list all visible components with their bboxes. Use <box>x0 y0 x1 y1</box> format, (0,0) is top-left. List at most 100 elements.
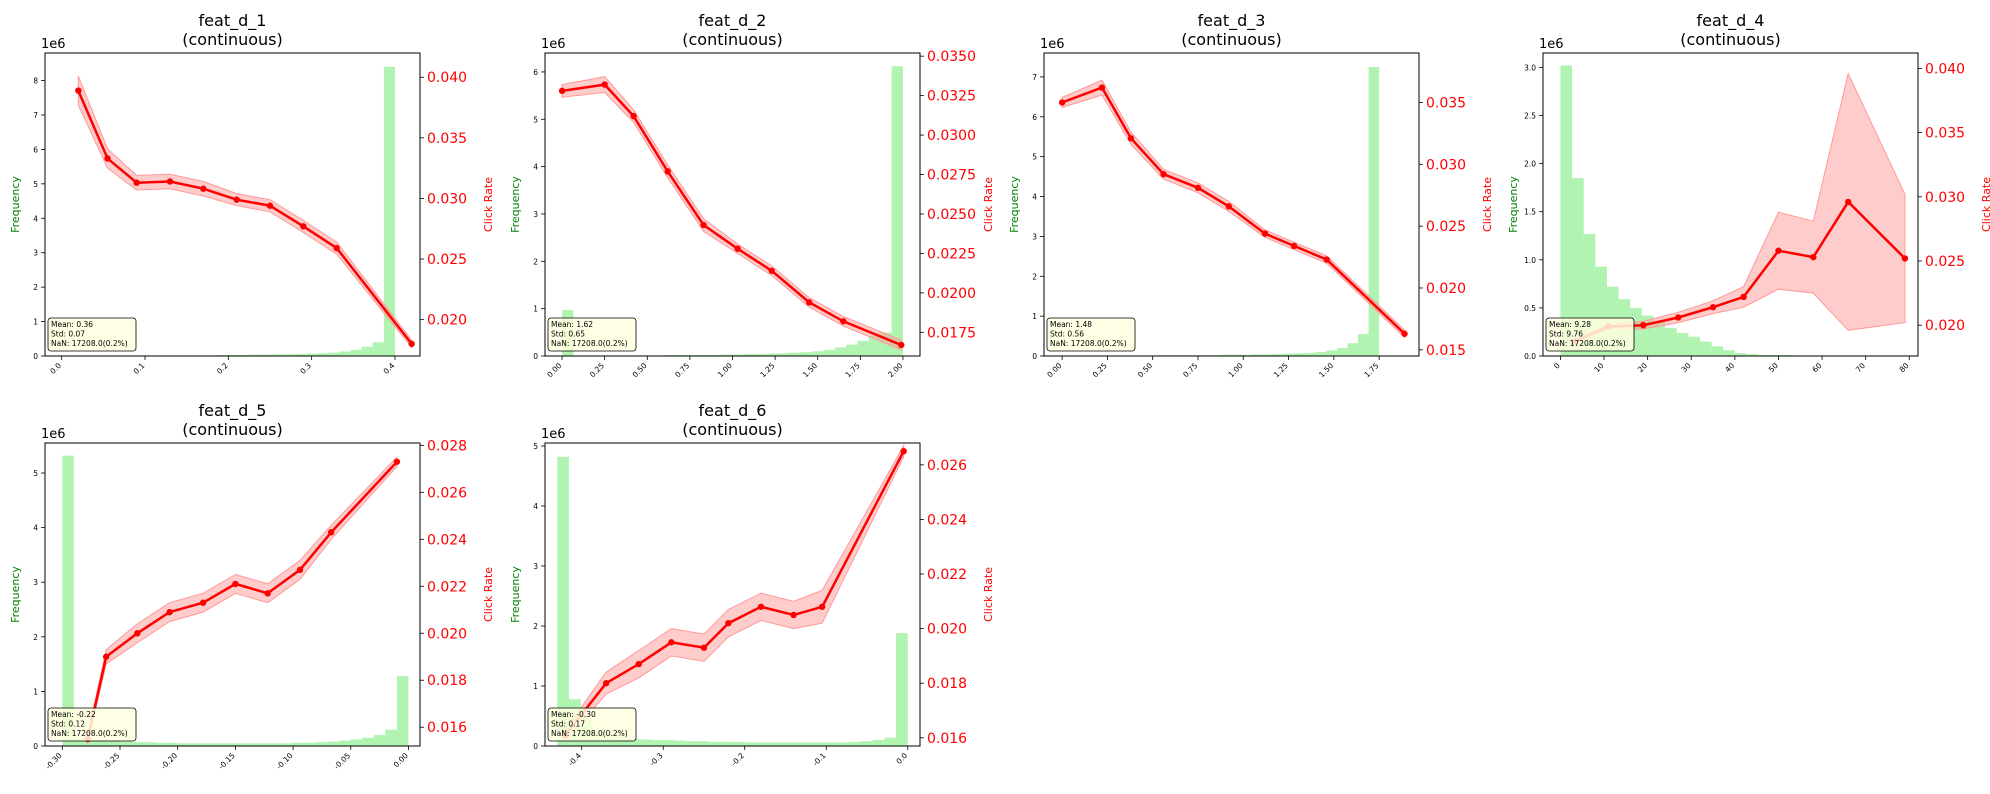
y-left-tick-label: 0 <box>1032 352 1037 361</box>
chart-subtitle: (continuous) <box>182 420 282 439</box>
click-rate-point <box>1059 99 1065 105</box>
y-right-tick-label: 0.025 <box>427 252 467 268</box>
y-left-tick-label: 5 <box>533 442 538 451</box>
click-rate-line <box>562 85 901 345</box>
histogram-bar <box>768 742 780 746</box>
histogram-bar <box>812 351 823 356</box>
stats-line: Mean: 1.48 <box>1050 320 1092 329</box>
plot-area <box>1059 67 1408 356</box>
click-rate-line <box>565 451 903 735</box>
y-left-tick-label: 1 <box>1032 312 1037 321</box>
x-tick-label: 30 <box>1680 361 1693 374</box>
y-left-tick-label: 3 <box>533 562 538 571</box>
click-rate-point <box>1845 199 1851 205</box>
plot-area <box>62 67 415 356</box>
histogram-bar <box>339 352 350 356</box>
y-right-tick-label: 0.026 <box>927 458 967 474</box>
chart-subtitle: (continuous) <box>1680 30 1780 49</box>
y-left-axis-label: Frequency <box>509 566 522 623</box>
histogram-bar <box>1688 337 1700 356</box>
click-rate-point <box>700 222 706 228</box>
y-left-tick-label: 2.5 <box>1524 112 1536 121</box>
click-rate-point <box>297 567 303 573</box>
y-left-tick-label: 3 <box>1032 232 1037 241</box>
click-rate-point <box>636 661 642 667</box>
x-tick-label: 0.75 <box>1181 361 1199 379</box>
x-tick-label: 0.0 <box>48 361 63 376</box>
y-right-tick-label: 0.018 <box>427 673 467 689</box>
stats-line: Mean: 9.28 <box>1549 320 1591 329</box>
x-tick-label: 1.00 <box>1227 361 1245 379</box>
x-tick-label: 1.50 <box>801 361 819 379</box>
y-left-tick-label: 2 <box>533 257 538 266</box>
click-rate-point <box>232 581 238 587</box>
click-rate-point <box>267 203 273 209</box>
click-rate-point <box>200 186 206 192</box>
stats-line: Std: 0.65 <box>551 330 585 339</box>
click-rate-point <box>601 81 607 87</box>
chart-subtitle: (continuous) <box>182 30 282 49</box>
histogram-bar <box>686 741 698 746</box>
click-rate-point <box>1262 230 1268 236</box>
y-right-tick-label: 0.016 <box>427 720 467 736</box>
y-left-tick-label: 1 <box>33 318 38 327</box>
histogram-bar <box>849 742 861 746</box>
x-tick-label: -0.30 <box>44 751 64 771</box>
histogram-bar <box>651 740 663 746</box>
click-rate-point <box>134 630 140 636</box>
x-tick-label: 0.75 <box>673 361 691 379</box>
histogram-bar <box>143 742 155 746</box>
histogram-bar <box>779 742 791 746</box>
chart-title: feat_d_4 <box>1697 11 1765 31</box>
x-tick-label: 20 <box>1636 361 1649 374</box>
y-left-tick-label: 7 <box>1032 73 1037 82</box>
click-rate-point <box>264 590 270 596</box>
click-rate-point <box>408 341 414 347</box>
y-right-tick-label: 0.0300 <box>927 128 976 144</box>
histogram-bar <box>803 742 815 746</box>
y-right-axis-label: Click Rate <box>482 177 495 232</box>
click-rate-line <box>88 462 397 739</box>
y-left-tick-label: 2 <box>33 633 38 642</box>
x-tick-label: 80 <box>1898 361 1911 374</box>
histogram-bar <box>351 350 362 356</box>
histogram-bar <box>328 353 339 356</box>
click-rate-point <box>167 178 173 184</box>
y-left-tick-label: 3.0 <box>1524 63 1536 72</box>
y-left-tick-label: 7 <box>33 111 38 120</box>
y-right-axis-label: Click Rate <box>1980 177 1990 232</box>
histogram-bar <box>835 347 846 356</box>
x-tick-label: 1.75 <box>844 361 862 379</box>
histogram-bar <box>884 738 896 746</box>
y-left-tick-label: 1 <box>533 682 538 691</box>
confidence-band <box>565 446 903 741</box>
histogram-bar <box>374 735 386 746</box>
x-tick-label: 0.00 <box>1045 361 1063 379</box>
x-tick-label: 0 <box>1552 361 1562 371</box>
y-left-tick-label: 0 <box>533 352 538 361</box>
y-right-tick-label: 0.024 <box>927 512 967 528</box>
y-left-axis-label: Frequency <box>1008 176 1021 233</box>
click-rate-point <box>1195 185 1201 191</box>
exponent-label: 1e6 <box>541 427 566 442</box>
plot-area <box>559 66 905 356</box>
click-rate-point <box>328 529 334 535</box>
y-right-tick-label: 0.025 <box>1925 254 1965 270</box>
x-tick-label: 1.50 <box>1317 361 1335 379</box>
chart-title: feat_d_5 <box>199 401 267 421</box>
y-left-axis-label: Frequency <box>509 176 522 233</box>
histogram-bar <box>1326 350 1337 356</box>
x-tick-label: 0.4 <box>382 361 397 376</box>
click-rate-point <box>665 168 671 174</box>
exponent-label: 1e6 <box>1040 37 1065 52</box>
y-right-tick-label: 0.022 <box>427 579 467 595</box>
y-left-tick-label: 1.5 <box>1524 208 1536 217</box>
histogram-bar <box>826 742 838 746</box>
x-tick-label: 1.00 <box>716 361 734 379</box>
click-rate-point <box>104 155 110 161</box>
histogram-bar <box>362 738 374 746</box>
y-left-tick-label: 4 <box>33 524 38 533</box>
confidence-band <box>78 76 411 348</box>
click-rate-point <box>1710 304 1716 310</box>
